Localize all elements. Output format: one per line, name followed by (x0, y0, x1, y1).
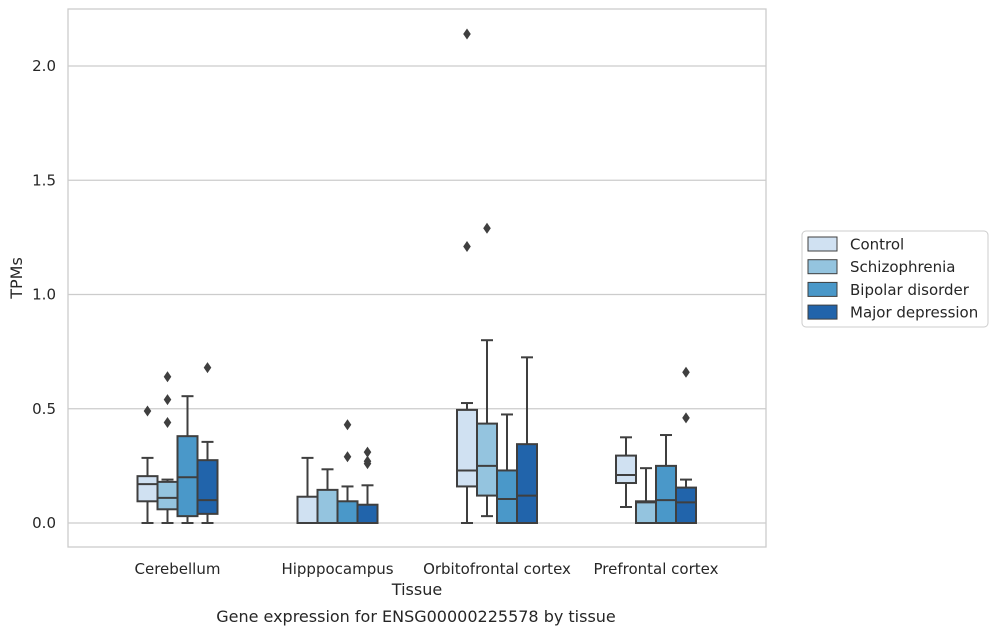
legend-item: Major depression (807, 304, 978, 322)
outlier-point (682, 412, 690, 424)
box-iqr (336, 500, 359, 525)
box-iqr (476, 422, 498, 497)
box-orbitofrontal-cortex-schizophrenia (476, 222, 498, 518)
box-prefrontal-cortex-major-depression (675, 366, 697, 524)
legend-label: Schizophrenia (850, 258, 955, 276)
box-hipppocampus-bipolar-disorder (336, 419, 359, 525)
outlier-point (463, 28, 471, 40)
box-hipppocampus-major-depression (356, 446, 379, 525)
y-axis-title: TPMs (7, 257, 26, 300)
x-axis-ticks: Cerebellum Hipppocampus Orbitofrontal cort… (135, 560, 719, 578)
legend-label: Control (850, 236, 904, 254)
legend-label: Bipolar disorder (850, 281, 970, 299)
y-tick-label: 1.5 (32, 171, 56, 189)
box-iqr (196, 459, 219, 515)
box-iqr (635, 500, 657, 525)
box-cerebellum-major-depression (196, 362, 219, 524)
box-iqr (356, 503, 379, 525)
box-prefrontal-cortex-schizophrenia (635, 467, 657, 525)
box-iqr (456, 408, 478, 488)
chart-caption: Gene expression for ENSG00000225578 by t… (216, 607, 616, 626)
x-axis-title: Tissue (391, 580, 442, 599)
y-axis-ticks: 0.0 0.5 1.0 1.5 2.0 (32, 57, 56, 532)
x-tick-label: Orbitofrontal cortex (423, 560, 571, 578)
box-iqr (675, 486, 697, 524)
outlier-point (363, 455, 372, 467)
outlier-point (463, 241, 471, 253)
outlier-point (163, 371, 172, 383)
box-orbitofrontal-cortex-control (456, 28, 478, 524)
box-hipppocampus-control (296, 456, 319, 525)
box-cerebellum-schizophrenia (156, 371, 179, 524)
box-iqr (516, 443, 538, 525)
legend-swatch (807, 304, 838, 320)
outlier-point (682, 366, 690, 378)
box-orbitofrontal-cortex-bipolar-disorder (496, 413, 518, 525)
legend-frame (801, 230, 989, 328)
x-tick-label: Cerebellum (135, 560, 221, 578)
grid-layer (68, 65, 766, 524)
box-prefrontal-cortex-bipolar-disorder (655, 434, 677, 524)
box-iqr (615, 454, 637, 485)
y-tick-label: 1.0 (32, 286, 56, 304)
box-iqr (316, 488, 339, 524)
box-hipppocampus-schizophrenia (316, 468, 339, 524)
x-tick-label: Prefrontal cortex (594, 560, 719, 578)
box-prefrontal-cortex-control (615, 436, 637, 509)
box-plot-layer (136, 28, 697, 525)
y-tick-label: 0.0 (32, 514, 56, 532)
outlier-point (483, 222, 491, 234)
outlier-point (343, 419, 352, 431)
legend-item: Schizophrenia (807, 258, 955, 276)
box-iqr (496, 469, 518, 525)
legend-item: Bipolar disorder (807, 281, 970, 299)
outlier-point (363, 446, 372, 458)
box-iqr (156, 480, 179, 511)
box-iqr (655, 464, 677, 524)
outlier-point (143, 405, 152, 417)
legend-swatch (807, 236, 838, 252)
legend-label: Major depression (850, 304, 978, 322)
legend-swatch (807, 281, 838, 297)
box-iqr (296, 495, 319, 525)
y-tick-label: 0.5 (32, 400, 56, 418)
plot-frame (67, 8, 767, 548)
y-tick-label: 2.0 (32, 57, 56, 75)
box-cerebellum-bipolar-disorder (176, 395, 199, 524)
outlier-point (203, 362, 212, 374)
box-orbitofrontal-cortex-major-depression (516, 356, 538, 525)
legend-item: Control (807, 236, 904, 254)
legend: Control Schizophrenia Bipolar disorder Majo… (801, 230, 989, 328)
outlier-point (343, 451, 352, 463)
x-tick-label: Hipppocampus (281, 560, 393, 578)
box-cerebellum-control (136, 405, 159, 524)
box-iqr (136, 475, 159, 503)
outlier-point (163, 394, 172, 406)
legend-swatch (807, 259, 838, 275)
box-iqr (176, 435, 199, 518)
outlier-point (163, 416, 172, 428)
